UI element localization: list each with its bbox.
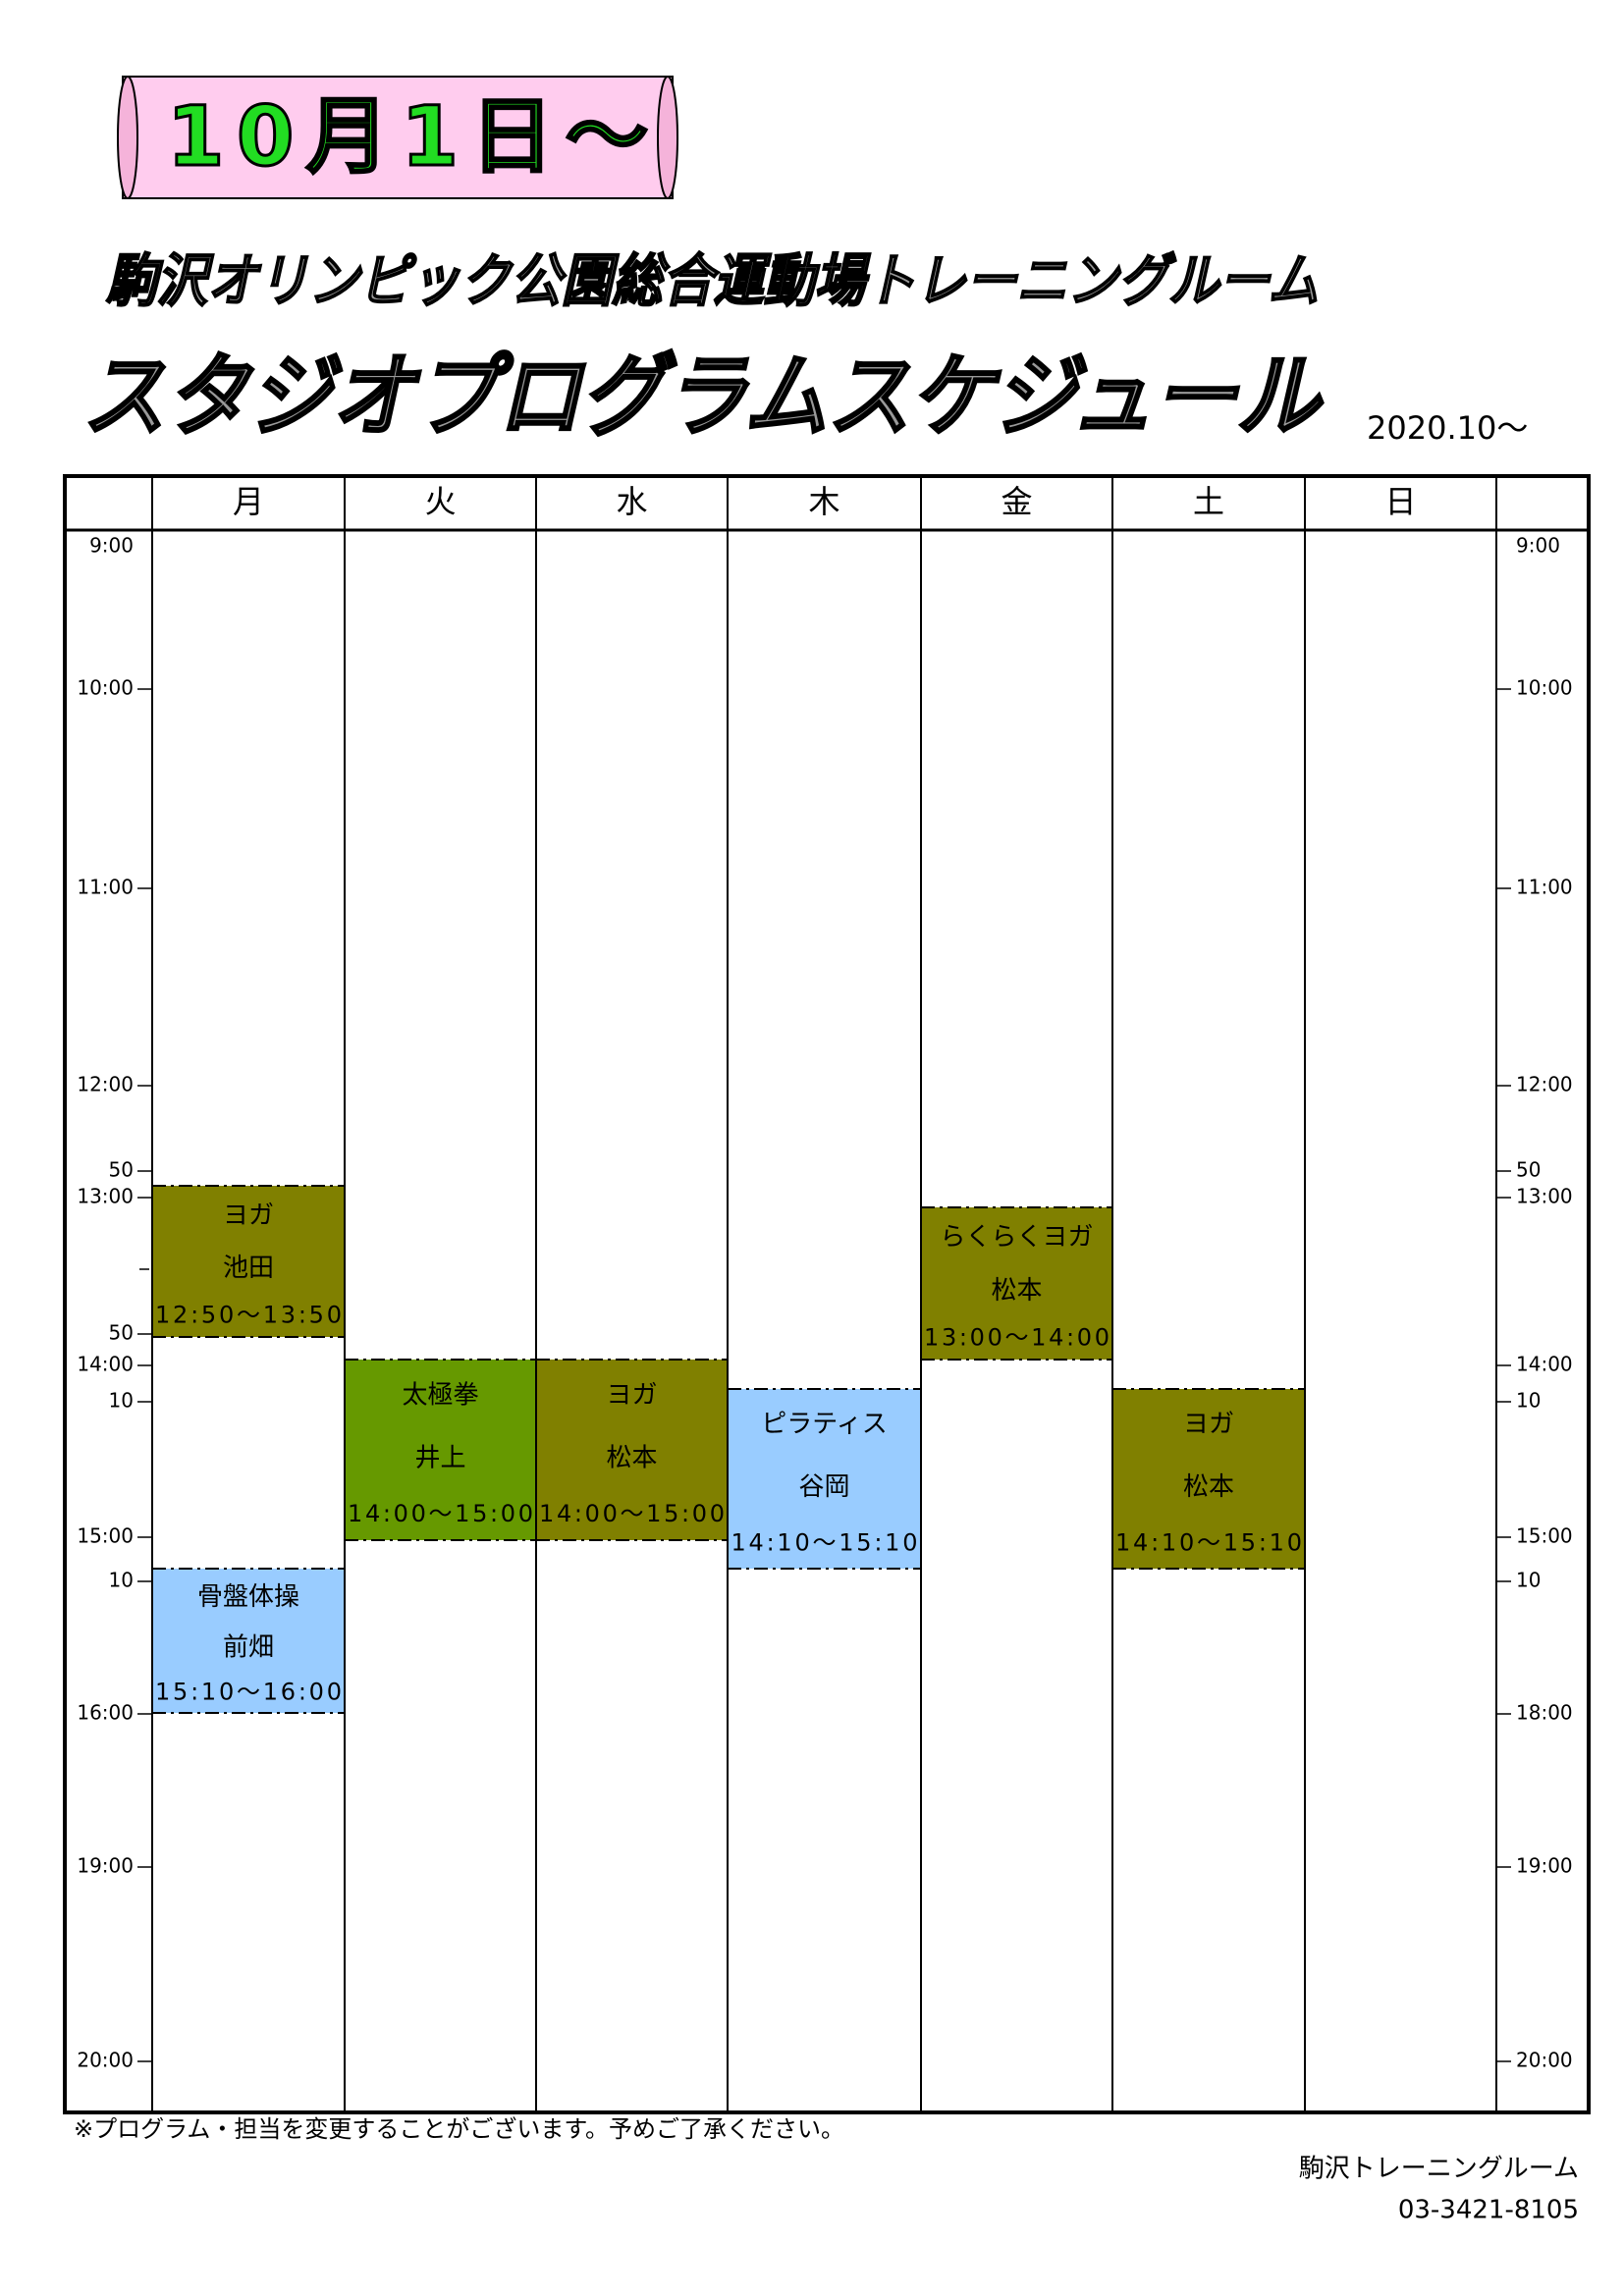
event-time: 14:10～15:10 xyxy=(731,1528,918,1556)
event-block xyxy=(152,1186,345,1337)
event-block xyxy=(921,1207,1112,1360)
title-line2: スタジオプログラムスケジュール xyxy=(82,344,1324,449)
time-label-right: 15:00 xyxy=(1516,1524,1573,1548)
banner-text: 10月1日～ xyxy=(167,88,648,185)
time-label-left: 50 xyxy=(109,1321,134,1345)
title-line1: 駒沢オリンピック公園総合運動場トレーニングルーム xyxy=(106,247,1319,314)
time-label-left: 19:00 xyxy=(77,1854,134,1878)
time-label-left: 9:00 xyxy=(89,534,134,558)
event-instructor: 松本 xyxy=(1183,1472,1234,1502)
time-label-right: 10 xyxy=(1516,1389,1541,1413)
event-time: 15:10～16:00 xyxy=(155,1678,342,1705)
time-label-left: 16:00 xyxy=(77,1701,134,1725)
event-name: ヨガ xyxy=(606,1380,657,1410)
event-time: 14:00～15:00 xyxy=(348,1500,533,1527)
event-instructor: 谷岡 xyxy=(798,1472,849,1502)
time-label-left: 11:00 xyxy=(77,876,134,899)
time-label-right: 12:00 xyxy=(1516,1073,1573,1096)
event-name: ピラティス xyxy=(761,1410,887,1439)
time-label-right: 9:00 xyxy=(1516,534,1560,558)
event-instructor: 井上 xyxy=(414,1444,465,1473)
time-label-right: 11:00 xyxy=(1516,876,1573,899)
time-label-right: 20:00 xyxy=(1516,2049,1573,2072)
event-block xyxy=(536,1360,728,1540)
time-label-left: 12:00 xyxy=(77,1073,134,1096)
event-instructor: 前畑 xyxy=(223,1632,274,1662)
event-name: ヨガ xyxy=(1183,1410,1234,1439)
time-label-left: 13:00 xyxy=(77,1185,134,1208)
event-name: 骨盤体操 xyxy=(197,1582,299,1612)
event-block xyxy=(1112,1389,1305,1569)
organization: 駒沢トレーニングルーム xyxy=(1299,2155,1579,2184)
time-label-right: 18:00 xyxy=(1516,1701,1573,1725)
time-label-left: 10 xyxy=(109,1389,134,1413)
time-label-right: 19:00 xyxy=(1516,1854,1573,1878)
event-time: 12:50～13:50 xyxy=(155,1301,342,1328)
time-label-left: 14:00 xyxy=(77,1353,134,1376)
event-block xyxy=(152,1569,345,1713)
event-name: 太極拳 xyxy=(402,1380,478,1410)
day-header: 火 xyxy=(424,483,456,520)
time-label-right: 13:00 xyxy=(1516,1185,1573,1208)
scroll-curl xyxy=(657,76,678,199)
time-label-left: 10:00 xyxy=(77,676,134,700)
scroll-curl xyxy=(117,76,138,199)
phone: 03-3421-8105 xyxy=(1398,2196,1579,2225)
time-label-left: 10 xyxy=(109,1569,134,1592)
event-instructor: 松本 xyxy=(606,1444,657,1473)
event-time: 14:00～15:00 xyxy=(539,1500,725,1527)
day-header: 日 xyxy=(1384,483,1416,520)
time-label-left: 50 xyxy=(109,1158,134,1182)
time-label-right: 50 xyxy=(1516,1158,1541,1182)
event-instructor: 池田 xyxy=(223,1254,274,1283)
event-name: ヨガ xyxy=(223,1201,274,1230)
time-label-left: 15:00 xyxy=(77,1524,134,1548)
table-frame xyxy=(63,474,1591,2114)
event-block xyxy=(728,1389,921,1569)
day-header: 金 xyxy=(1001,483,1032,520)
event-time: 14:10～15:10 xyxy=(1115,1528,1302,1556)
day-header: 土 xyxy=(1193,483,1224,520)
time-label-right: 14:00 xyxy=(1516,1353,1573,1376)
date: 2020.10～ xyxy=(1367,409,1528,447)
day-header: 木 xyxy=(808,483,839,520)
time-label-right: 10 xyxy=(1516,1569,1541,1592)
event-instructor: 松本 xyxy=(991,1276,1042,1306)
time-label-right: 10:00 xyxy=(1516,676,1573,700)
event-time: 13:00～14:00 xyxy=(924,1323,1110,1351)
time-label-left: 20:00 xyxy=(77,2049,134,2072)
banner-scroll xyxy=(122,76,674,199)
day-header: 水 xyxy=(616,483,647,520)
event-name: らくらくヨガ xyxy=(940,1223,1093,1253)
note: ※プログラム・担当を変更することがございます。予めご了承ください。 xyxy=(74,2115,844,2143)
event-block xyxy=(345,1360,536,1540)
grid: 月ヨガ池田12:50～13:50骨盤体操前畑15:10～16:00火太極拳井上1… xyxy=(77,476,1573,2112)
day-header: 月 xyxy=(233,483,264,520)
